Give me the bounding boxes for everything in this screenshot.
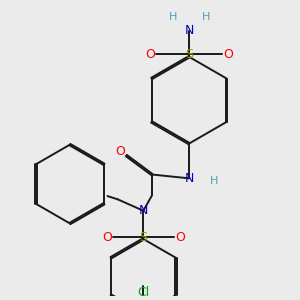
Text: S: S [185,48,193,61]
Text: O: O [102,231,112,244]
Text: Cl: Cl [137,286,149,299]
Text: H: H [210,176,218,186]
Text: O: O [115,145,125,158]
Text: O: O [145,48,155,61]
Text: O: O [175,231,185,244]
Text: N: N [139,204,148,217]
Text: H: H [202,12,211,22]
Text: O: O [224,48,233,61]
Text: N: N [184,172,194,185]
Text: N: N [184,24,194,37]
Text: H: H [169,12,177,22]
Text: S: S [139,231,147,244]
